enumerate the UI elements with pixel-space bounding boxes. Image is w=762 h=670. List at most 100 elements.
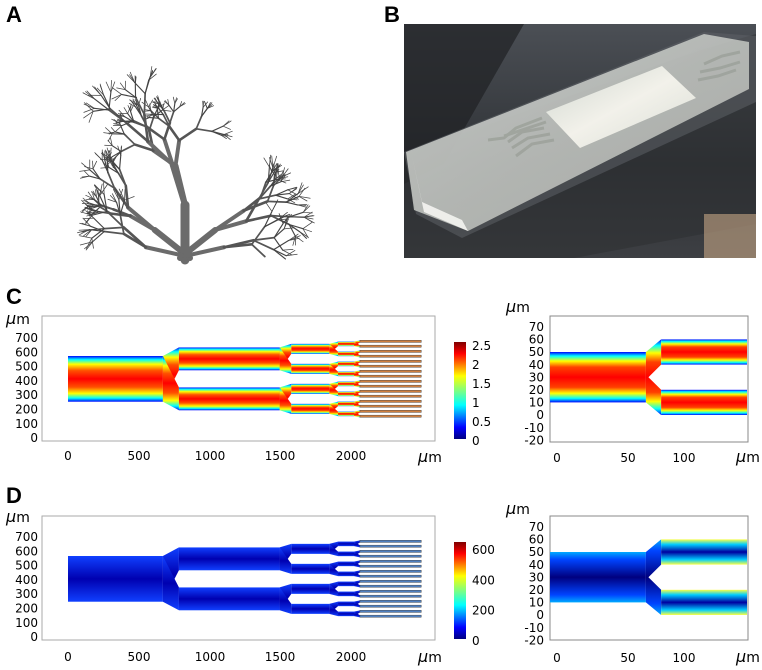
- y-tick-label: 300: [15, 587, 38, 601]
- channel-bifurcation: [354, 391, 360, 398]
- x-unit-label: μm: [417, 647, 442, 666]
- outlet-channel: [359, 390, 422, 393]
- vessel-segment: [153, 104, 159, 109]
- vessel-segment: [132, 100, 139, 106]
- vessel-segment: [222, 125, 231, 130]
- colorbar-ticks: 2.5 2 1.5 1 0.5 0: [472, 339, 491, 448]
- inlet-channel: [550, 352, 646, 403]
- vessel-segment: [288, 233, 299, 241]
- x-unit-label: μm: [735, 447, 760, 466]
- vessel-segment: [274, 192, 290, 196]
- vessel-segment: [109, 147, 112, 160]
- vessel-segment: [288, 223, 304, 230]
- vessel-segment: [285, 201, 299, 206]
- vessel-segment: [92, 85, 102, 96]
- vessel-segment: [125, 122, 150, 143]
- vessel-segment: [107, 198, 117, 203]
- outlet-channel: [359, 580, 422, 583]
- channel-bifurcation: [354, 591, 360, 598]
- channel-bifurcation: [354, 601, 360, 608]
- channel-bifurcation: [354, 351, 360, 358]
- vessel-segment: [118, 154, 122, 170]
- vessel-segment: [103, 193, 108, 212]
- vessel-segment: [244, 214, 273, 223]
- outlet-channel: [359, 340, 422, 343]
- vessel-segment: [102, 153, 111, 160]
- upper-daughter-channel: [661, 339, 747, 365]
- vessel-segment: [168, 104, 175, 113]
- x-unit-label: μm: [417, 447, 442, 466]
- colorbar: [454, 542, 466, 639]
- channel-segment: [338, 351, 355, 357]
- vessel-segment: [129, 71, 136, 83]
- lower-daughter-channel: [661, 389, 747, 415]
- vessel-segment: [106, 147, 111, 160]
- x-tick-label: 0: [64, 449, 72, 463]
- vessel-segment: [79, 235, 93, 239]
- vessel-segment: [96, 87, 105, 96]
- vessel-segment: [103, 226, 125, 230]
- vessel-segment: [79, 222, 92, 227]
- vessel-segment: [124, 189, 126, 201]
- vessel-segment: [173, 106, 181, 113]
- x-tick-label: 500: [128, 650, 151, 664]
- channel-bifurcation: [329, 543, 339, 557]
- vessel-segment: [149, 66, 153, 78]
- outlet-channel: [359, 394, 422, 398]
- vessel-segment: [128, 102, 136, 108]
- vessel-segment: [143, 92, 147, 116]
- outlet-channel: [359, 600, 422, 603]
- vessel-segment: [119, 199, 126, 216]
- upper-daughter-channel: [661, 539, 747, 565]
- vessel-segment: [99, 178, 116, 190]
- vessel-segment: [124, 184, 130, 209]
- vessel-segment: [222, 120, 230, 127]
- vessel-segment: [82, 92, 96, 100]
- y-tick-label: 60: [529, 533, 544, 547]
- vessel-segment: [169, 110, 175, 124]
- vessel-segment: [257, 194, 277, 200]
- vessel-segment: [257, 181, 270, 200]
- vessel-segment: [159, 102, 165, 112]
- vessel-segment: [77, 229, 90, 234]
- channel-bifurcation: [354, 611, 360, 618]
- channel-bifurcation: [162, 556, 179, 611]
- vessel-segment: [86, 237, 93, 249]
- vessel-segment: [173, 102, 176, 113]
- vessel-segment: [302, 205, 311, 213]
- vessel-segment: [85, 194, 94, 199]
- vessel-segment: [148, 99, 154, 108]
- channel-network: [68, 540, 422, 618]
- y-unit-label: μm: [505, 300, 530, 316]
- outlet-channel: [359, 370, 422, 373]
- outlet-channel: [359, 404, 422, 408]
- vessel-segment: [99, 195, 108, 212]
- vessel-segment: [119, 82, 126, 90]
- vessel-segment: [172, 96, 176, 104]
- vessel-segment: [164, 100, 170, 106]
- vessel-segment: [267, 171, 275, 184]
- outlet-channel: [359, 350, 422, 353]
- channel-segment: [338, 401, 355, 407]
- outlet-channel: [359, 374, 422, 378]
- vessel-segment: [285, 250, 296, 257]
- y-tick-label: 100: [15, 417, 38, 431]
- vessel-segment: [91, 210, 108, 216]
- y-tick-label: 100: [15, 616, 38, 630]
- vessel-segment: [287, 198, 298, 201]
- vessel-segment: [173, 138, 182, 168]
- y-tick-label: 0: [536, 408, 544, 422]
- vessel-segment: [91, 209, 101, 213]
- vessel-segment: [111, 94, 122, 100]
- vessel-segment: [116, 87, 126, 90]
- vessel-segment: [79, 169, 91, 172]
- vessel-segment: [281, 172, 292, 178]
- vessel-segment: [134, 106, 143, 117]
- vessel-segment: [272, 176, 283, 187]
- vessel-segment: [298, 187, 306, 197]
- vessel-segment: [123, 107, 129, 114]
- vessel-segment: [110, 137, 113, 147]
- vessel-segment: [265, 202, 273, 212]
- x-ticks: 0 500 1000 1500 2000: [64, 650, 366, 664]
- vessel-segment: [114, 120, 124, 125]
